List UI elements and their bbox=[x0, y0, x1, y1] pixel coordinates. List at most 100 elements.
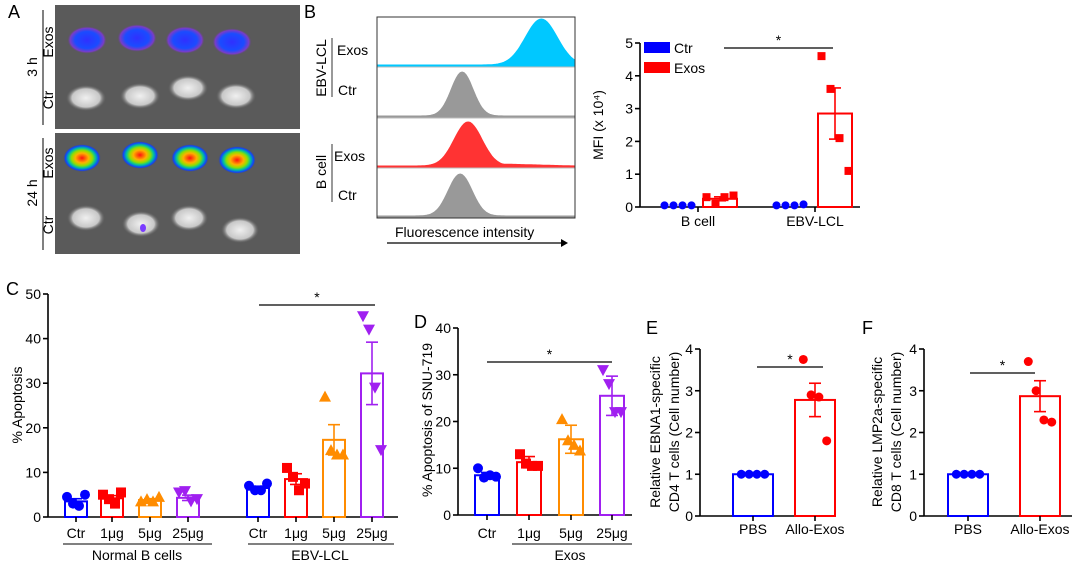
group-label-ebv-lcl: EBV-LCL bbox=[313, 39, 329, 97]
data-point bbox=[147, 495, 159, 507]
x-tick-label: 1μg bbox=[517, 525, 541, 541]
data-point bbox=[325, 444, 337, 456]
bar bbox=[1019, 395, 1061, 517]
y-tick-label: 4 bbox=[909, 341, 917, 357]
arrowhead-icon bbox=[561, 239, 568, 247]
y-tick-label: 2 bbox=[909, 425, 917, 441]
legend-label: Exos bbox=[674, 60, 705, 76]
label-exos-3h: Exos bbox=[40, 26, 56, 57]
x-tick-label: Ctr bbox=[249, 525, 268, 541]
group-label: Exos bbox=[554, 547, 585, 563]
panel-label-f: F bbox=[862, 318, 873, 338]
label-3h: 3 h bbox=[24, 57, 40, 76]
y-tick-label: 4 bbox=[685, 341, 693, 357]
panel-a-imaging: 3 h 24 h Exos Ctr Exos Ctr bbox=[24, 5, 300, 254]
data-point bbox=[814, 392, 824, 402]
data-point bbox=[669, 201, 678, 210]
data-point bbox=[110, 498, 120, 509]
data-point bbox=[799, 200, 808, 209]
fluorescent-organ bbox=[121, 141, 159, 169]
y-axis-label: % Apoptosis of SNU-719 bbox=[419, 343, 435, 497]
data-point bbox=[179, 486, 191, 498]
histogram-0 bbox=[376, 18, 576, 68]
data-point bbox=[369, 382, 381, 394]
data-point bbox=[822, 436, 832, 446]
data-point bbox=[1023, 357, 1033, 367]
fluorescent-organ bbox=[117, 24, 157, 52]
data-point bbox=[959, 469, 969, 479]
histogram-2 bbox=[376, 121, 576, 169]
significance-star: * bbox=[787, 351, 793, 367]
data-point bbox=[729, 191, 738, 200]
data-point bbox=[153, 490, 165, 502]
data-point bbox=[760, 469, 770, 479]
y-tick-label: 3 bbox=[625, 101, 633, 117]
y-tick-label: 0 bbox=[33, 509, 41, 525]
label-24h: 24 h bbox=[24, 179, 40, 206]
row-label-ctr: Ctr bbox=[338, 82, 357, 98]
chart-e-cd4: 0 1 2 3 4 Relative EBNA1-specific CD4 T cells … bbox=[647, 341, 845, 537]
data-point bbox=[300, 478, 310, 489]
chart-c-apoptosis: 0 10 20 30 40 50 % Apoptosis Ctr 1μg 5μg 25μg Ctr 1μ… bbox=[9, 286, 398, 563]
y-axis-label: Relative EBNA1-specific bbox=[647, 356, 663, 508]
y-tick-label: 0 bbox=[685, 508, 693, 524]
histogram-frame bbox=[376, 16, 576, 219]
data-point bbox=[80, 489, 90, 500]
panel-b-histograms: EBV-LCL B cell Exos Ctr Exos Ctr Fluores… bbox=[313, 16, 576, 247]
group-label: EBV-LCL bbox=[291, 547, 349, 563]
row-label-ctr: Ctr bbox=[338, 187, 357, 203]
legend-swatch bbox=[644, 42, 670, 53]
legend-swatch bbox=[644, 62, 670, 73]
data-point bbox=[687, 201, 696, 210]
y-tick-label: 30 bbox=[25, 375, 41, 391]
data-point bbox=[835, 134, 844, 143]
data-point bbox=[744, 469, 754, 479]
fluorescent-organ bbox=[67, 26, 107, 54]
x-tick-label: Ctr bbox=[478, 525, 497, 541]
data-point bbox=[1039, 415, 1049, 425]
bar bbox=[947, 473, 989, 517]
fluorescent-organ bbox=[165, 26, 205, 54]
data-point bbox=[375, 445, 387, 457]
data-point bbox=[806, 390, 816, 400]
data-point bbox=[752, 469, 762, 479]
y-tick-label: 50 bbox=[25, 286, 41, 302]
data-point bbox=[678, 201, 687, 210]
panel-label-d: D bbox=[414, 312, 427, 332]
chart-f-cd8: 0 1 2 3 4 Relative LMP2a-specific CD8 T cells … bbox=[869, 341, 1072, 537]
data-point bbox=[521, 458, 531, 469]
significance-star: * bbox=[314, 289, 320, 305]
row-label-exos: Exos bbox=[334, 148, 365, 164]
data-point bbox=[967, 469, 977, 479]
data-point bbox=[772, 201, 781, 210]
data-point bbox=[615, 407, 627, 419]
data-point bbox=[562, 434, 574, 446]
significance-star: * bbox=[547, 346, 553, 362]
data-point bbox=[527, 460, 537, 471]
x-tick-label: 5μg bbox=[138, 525, 162, 541]
data-point bbox=[62, 491, 72, 502]
y-axis-label: CD4 T cells (Cell number) bbox=[666, 352, 682, 513]
fluorescent-organ bbox=[212, 28, 252, 56]
data-point bbox=[363, 324, 375, 336]
chart-b-mfi: 0 1 2 3 4 5 MFI (x 10⁴) B cell EBV-LCL Ctr Exos * bbox=[590, 32, 860, 229]
data-point bbox=[1031, 386, 1041, 396]
data-point bbox=[826, 84, 835, 93]
panel-label-e: E bbox=[646, 318, 658, 338]
x-tick-label: B cell bbox=[681, 213, 715, 229]
x-axis-label: Fluorescence intensity bbox=[395, 224, 534, 240]
y-tick-label: 0 bbox=[909, 508, 917, 524]
data-point bbox=[798, 354, 808, 364]
data-point bbox=[262, 478, 272, 489]
data-point bbox=[817, 52, 826, 61]
data-point bbox=[256, 485, 266, 496]
organ bbox=[221, 217, 259, 243]
significance-star: * bbox=[1000, 357, 1006, 373]
data-point bbox=[533, 460, 543, 471]
y-tick-label: 1 bbox=[625, 166, 633, 182]
legend-label: Ctr bbox=[674, 40, 693, 56]
x-tick-label: 1μg bbox=[100, 525, 124, 541]
panel-label-c: C bbox=[6, 279, 19, 299]
organ bbox=[66, 85, 106, 111]
x-tick-label: 25μg bbox=[172, 525, 203, 541]
